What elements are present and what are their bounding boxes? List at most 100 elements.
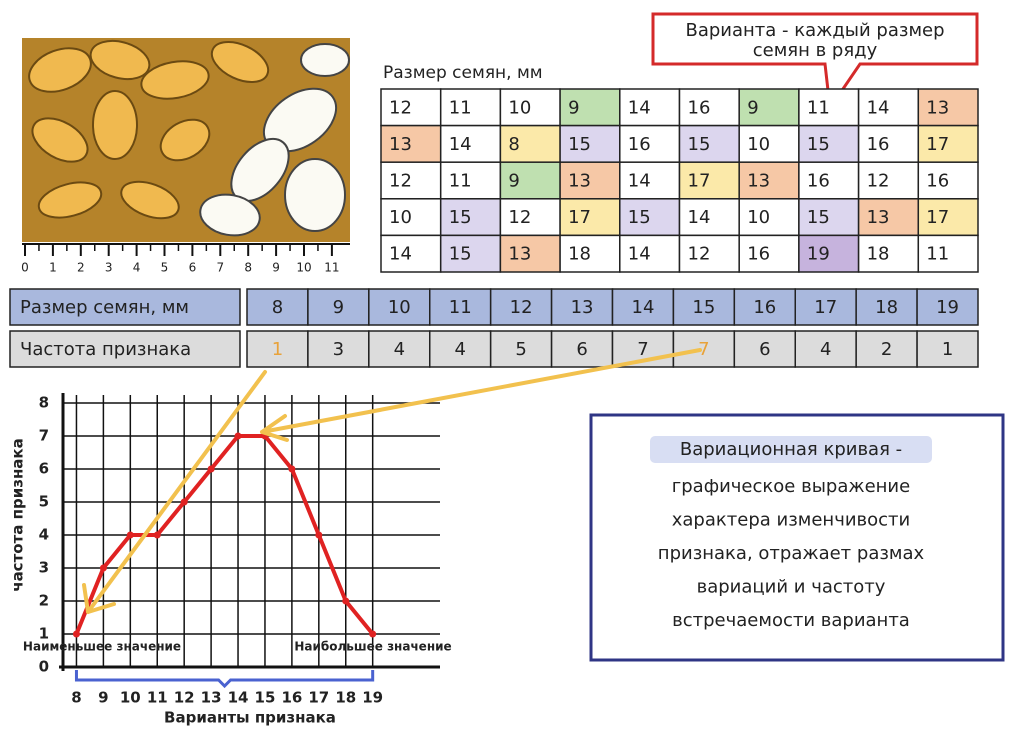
seed-cell xyxy=(619,88,681,127)
x-tick-label: 14 xyxy=(228,689,249,707)
size-value: 15 xyxy=(692,297,715,318)
seed-cell xyxy=(917,161,979,200)
frequency-cell xyxy=(916,330,979,368)
seed-cell xyxy=(798,198,860,237)
size-value: 9 xyxy=(333,297,344,318)
frequency-cell xyxy=(429,330,492,368)
seed-value: 12 xyxy=(508,207,531,228)
frequency-value: 1 xyxy=(942,339,953,360)
seed-value: 13 xyxy=(747,171,770,192)
frequency-value: 7 xyxy=(698,339,709,360)
size-cell xyxy=(916,288,979,326)
frequency-value: 3 xyxy=(333,339,344,360)
callout-text: семян в ряду xyxy=(753,40,878,61)
seed-value: 9 xyxy=(508,171,519,192)
seed-cell xyxy=(738,234,800,273)
point xyxy=(207,465,215,473)
frequency-cell xyxy=(307,330,370,368)
x-tick-label: 15 xyxy=(255,689,276,707)
seed-value: 13 xyxy=(568,171,591,192)
seed-cell xyxy=(857,198,920,237)
seed-value: 17 xyxy=(926,207,949,228)
seed-cell xyxy=(559,161,621,200)
seed-value: 14 xyxy=(628,244,651,265)
x-axis-label: Варианты признака xyxy=(164,709,336,727)
seed-cell xyxy=(798,88,860,127)
size-cell xyxy=(733,288,796,326)
seed-value: 16 xyxy=(747,244,770,265)
size-cell xyxy=(550,288,614,326)
definition-term: Вариационная кривая - xyxy=(680,439,902,460)
seed-value: 14 xyxy=(688,207,711,228)
frequency-cell xyxy=(246,330,309,368)
x-tick-label: 17 xyxy=(308,689,329,707)
seed-value: 14 xyxy=(628,97,651,118)
ruler-label: 11 xyxy=(324,261,339,275)
row-header: Размер семян, мм xyxy=(20,297,189,318)
frequency-cell xyxy=(550,330,614,368)
size-value: 18 xyxy=(875,297,898,318)
y-tick-label: 6 xyxy=(39,460,49,478)
x-tick-label: 19 xyxy=(362,689,383,707)
size-cell xyxy=(794,288,857,326)
seed-value: 10 xyxy=(389,207,412,228)
seed-value: 17 xyxy=(688,171,711,192)
seed-value: 15 xyxy=(449,244,472,265)
seed-value: 12 xyxy=(688,244,711,265)
seed-value: 16 xyxy=(628,134,651,155)
row-header-cell xyxy=(9,288,241,326)
seed-value: 15 xyxy=(568,134,591,155)
point xyxy=(99,564,107,572)
seed-value: 10 xyxy=(747,134,770,155)
seed-cell xyxy=(499,161,561,200)
x-tick-label: 10 xyxy=(120,689,141,707)
frequency-value: 6 xyxy=(576,339,587,360)
ruler-label: 9 xyxy=(272,261,280,275)
frequency-cell xyxy=(611,330,675,368)
seed-cell xyxy=(559,234,621,273)
frequency-cell xyxy=(855,330,918,368)
seed-value: 11 xyxy=(449,97,472,118)
seed-value: 16 xyxy=(867,134,890,155)
size-value: 14 xyxy=(632,297,655,318)
seed-value: 14 xyxy=(449,134,472,155)
definition-box: Вариационная кривая - xyxy=(589,413,1005,662)
table-title: Размер семян, мм xyxy=(383,63,543,83)
ruler-label: 5 xyxy=(161,261,169,275)
seed-value: 14 xyxy=(389,244,412,265)
x-tick-label: 13 xyxy=(201,689,222,707)
seed-cell xyxy=(917,234,979,273)
point xyxy=(180,498,188,506)
seed-value: 11 xyxy=(926,244,949,265)
seed-cell xyxy=(619,161,681,200)
seed-value: 10 xyxy=(508,97,531,118)
seed-cell xyxy=(678,198,740,237)
frequency-value: 6 xyxy=(759,339,770,360)
frequency-value: 7 xyxy=(637,339,648,360)
annotation: Наибольшее значение xyxy=(294,640,451,654)
callout: Варианта - каждый размер семян в ряду xyxy=(651,12,979,113)
point xyxy=(288,465,296,473)
size-cell xyxy=(429,288,492,326)
size-value: 16 xyxy=(753,297,776,318)
seed-cell xyxy=(499,88,561,127)
y-tick-label: 5 xyxy=(39,493,49,511)
point xyxy=(369,630,377,638)
ruler-label: 8 xyxy=(244,261,252,275)
seed-value: 13 xyxy=(389,134,412,155)
y-tick-label: 4 xyxy=(39,526,49,544)
size-value: 12 xyxy=(510,297,533,318)
frequency-value: 2 xyxy=(881,339,892,360)
seed-value: 14 xyxy=(628,171,651,192)
frequency-value: 5 xyxy=(515,339,526,360)
seed-value: 11 xyxy=(807,97,830,118)
seed-cell xyxy=(439,124,502,163)
size-value: 19 xyxy=(936,297,959,318)
seed-cell xyxy=(439,88,502,127)
frequency-value: 4 xyxy=(820,339,831,360)
seed-cell xyxy=(559,124,621,163)
size-cell xyxy=(489,288,553,326)
frequency-cell xyxy=(794,330,857,368)
y-tick-label: 2 xyxy=(39,592,49,610)
seed-value: 12 xyxy=(867,171,890,192)
